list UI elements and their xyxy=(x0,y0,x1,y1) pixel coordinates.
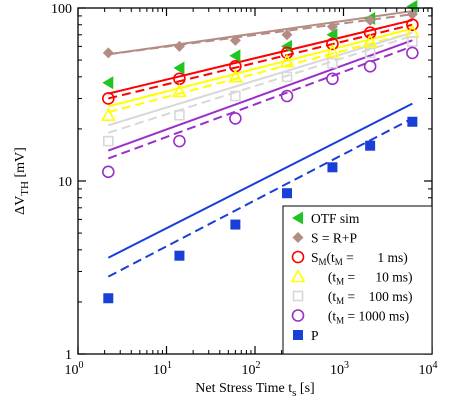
x-tick-label-4: 104 xyxy=(419,360,438,378)
data-point-s0-1 xyxy=(173,61,185,75)
legend-box xyxy=(282,205,433,355)
data-point-s5-1 xyxy=(173,134,186,148)
data-point-s3-4 xyxy=(325,43,340,58)
x-tick-label-0: 100 xyxy=(65,360,84,378)
data-point-s4-4 xyxy=(327,57,338,69)
fit-line-dashed-6 xyxy=(107,117,413,278)
legend-marker-4 xyxy=(292,290,304,302)
data-point-s6-5 xyxy=(365,140,376,151)
legend-label-1: S = R+P xyxy=(311,231,357,246)
legend-label-6: P xyxy=(311,328,319,343)
data-point-s1-0 xyxy=(102,47,114,59)
data-point-s6-1 xyxy=(174,250,185,261)
legend-marker-0 xyxy=(292,211,303,225)
data-point-s6-3 xyxy=(282,188,293,199)
data-point-s3-2 xyxy=(228,69,243,83)
data-point-s4-5 xyxy=(364,47,376,59)
data-point-s6-0 xyxy=(103,293,114,304)
fit-line-solid-1 xyxy=(108,10,413,56)
x-axis-title: Net Stress Time ts [s] xyxy=(195,381,314,399)
data-point-s6-6 xyxy=(407,116,418,127)
fit-line-dashed-2 xyxy=(108,23,413,100)
data-point-s0-3 xyxy=(281,39,293,53)
data-points xyxy=(100,0,420,304)
data-point-s0-0 xyxy=(102,76,114,90)
data-point-s1-2 xyxy=(229,34,241,46)
data-point-s4-3 xyxy=(281,71,293,83)
fit-line-solid-3 xyxy=(108,27,413,108)
data-point-s4-1 xyxy=(174,109,185,121)
data-point-s3-5 xyxy=(362,33,378,48)
y-axis-title: ΔVTH [mV] xyxy=(13,147,31,215)
fit-line-dashed-5 xyxy=(107,45,413,160)
fit-lines xyxy=(107,10,413,278)
x-tick-label-1: 101 xyxy=(153,360,172,378)
legend-marker-1 xyxy=(292,232,304,243)
data-point-s5-3 xyxy=(280,89,294,103)
fit-line-solid-2 xyxy=(108,19,413,95)
fit-line-dashed-4 xyxy=(108,34,413,134)
data-point-s1-6 xyxy=(406,8,418,20)
x-tick-label-2: 102 xyxy=(242,360,261,378)
legend-label-5: (tM = 1000 ms) xyxy=(311,309,409,326)
fit-line-solid-5 xyxy=(107,39,413,152)
data-point-s2-6 xyxy=(406,18,419,32)
data-point-s1-4 xyxy=(326,21,338,33)
data-point-s0-6 xyxy=(406,0,418,14)
x-tick-label-3: 103 xyxy=(330,360,349,378)
data-point-s1-3 xyxy=(281,29,293,41)
y-tick-label-2: 100 xyxy=(51,2,72,17)
data-point-s3-1 xyxy=(172,83,187,98)
legend-label-4: (tM = 100 ms) xyxy=(311,289,413,306)
data-point-s6-2 xyxy=(230,219,241,230)
legend-label-0: OTF sim xyxy=(311,211,360,226)
data-point-s2-4 xyxy=(326,37,339,51)
data-point-s2-5 xyxy=(363,26,377,39)
data-point-s6-4 xyxy=(327,162,338,173)
data-point-s5-0 xyxy=(102,165,115,179)
axis-labels: 100 101 102 103 104 1 10 100 Net Stress Time ts … xyxy=(13,2,438,399)
data-point-s4-2 xyxy=(230,90,241,102)
fit-line-solid-6 xyxy=(107,102,413,259)
fit-line-solid-4 xyxy=(108,31,413,127)
data-point-s5-6 xyxy=(406,46,419,60)
y-tick-label-0: 1 xyxy=(65,348,72,363)
legend-label-3: (tM = 10 ms) xyxy=(311,270,413,287)
data-point-s2-0 xyxy=(102,92,115,105)
data-point-s5-5 xyxy=(363,60,377,73)
legend-marker-3 xyxy=(290,268,306,283)
fit-line-dashed-1 xyxy=(108,13,413,56)
fit-line-dashed-3 xyxy=(108,31,413,114)
data-point-s4-0 xyxy=(103,135,114,147)
legend-marker-2 xyxy=(291,250,305,264)
legend: OTF sim S = R+P SM(tM = 1 ms) (tM = 10 ms)… xyxy=(282,205,433,355)
legend-marker-6 xyxy=(293,330,303,340)
data-point-s5-4 xyxy=(326,72,339,86)
data-point-s3-0 xyxy=(100,107,116,122)
data-point-s1-5 xyxy=(364,14,376,26)
data-point-s2-3 xyxy=(280,46,294,60)
legend-label-2: SM(tM = 1 ms) xyxy=(311,250,408,267)
data-point-s3-3 xyxy=(279,53,295,68)
data-point-s5-2 xyxy=(229,112,242,125)
data-point-s0-2 xyxy=(229,49,241,63)
data-point-s1-1 xyxy=(173,40,185,52)
legend-marker-5 xyxy=(291,309,305,322)
y-tick-label-1: 10 xyxy=(58,175,72,190)
data-point-s4-6 xyxy=(407,36,418,47)
